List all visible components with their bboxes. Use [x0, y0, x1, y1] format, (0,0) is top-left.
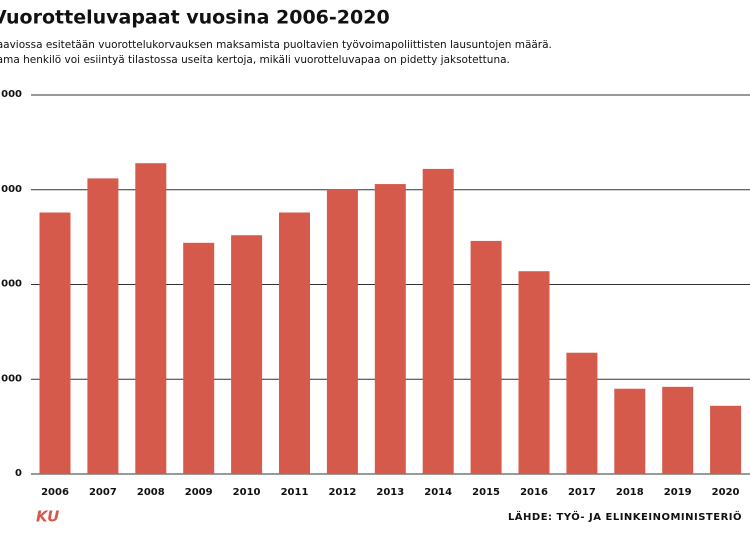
bar [135, 163, 167, 474]
x-tick-label: 2010 [233, 487, 261, 498]
bar [614, 388, 646, 474]
bar [470, 240, 502, 474]
bar [662, 386, 694, 474]
y-tick-label: 0 [15, 468, 22, 479]
x-tick-label: 2007 [89, 487, 117, 498]
bar [374, 184, 406, 474]
x-tick-label: 2008 [137, 487, 165, 498]
x-tick-label: 2015 [472, 487, 500, 498]
x-tick-label: 2009 [185, 487, 213, 498]
x-tick-label: 2017 [568, 487, 596, 498]
chart-title: Vuorotteluvapaat vuosina 2006-2020 [0, 7, 390, 29]
x-tick-label: 2011 [281, 487, 309, 498]
logo: KU [36, 508, 59, 526]
x-tick-label: 2006 [41, 487, 69, 498]
subtitle: Sama henkilö voi esiintyä tilastossa use… [0, 54, 510, 66]
x-tick-label: 2013 [376, 487, 404, 498]
bar [231, 235, 263, 474]
bar [183, 242, 215, 474]
x-tick-label: 2016 [520, 487, 548, 498]
y-tick-label: 20 000 [0, 89, 22, 100]
y-tick-label: 5 000 [0, 373, 22, 384]
bar [87, 178, 119, 474]
y-tick-label: 15 000 [0, 184, 22, 195]
subtitle: Kaaviossa esitetään vuorottelukorvauksen… [0, 39, 552, 51]
bar [422, 168, 454, 474]
bar [566, 352, 598, 474]
x-tick-label: 2019 [664, 487, 692, 498]
y-tick-label: 10 000 [0, 279, 22, 290]
x-tick-label: 2014 [424, 487, 452, 498]
bar [326, 189, 358, 474]
x-tick-label: 2012 [328, 487, 356, 498]
bar [518, 271, 550, 474]
bar [39, 212, 71, 475]
bar [710, 405, 742, 474]
x-tick-label: 2018 [616, 487, 644, 498]
source: LÄHDE: TYÖ- JA ELINKEINOMINISTERIÖ [508, 509, 742, 523]
x-tick-label: 2020 [712, 487, 740, 498]
bar [279, 212, 310, 475]
